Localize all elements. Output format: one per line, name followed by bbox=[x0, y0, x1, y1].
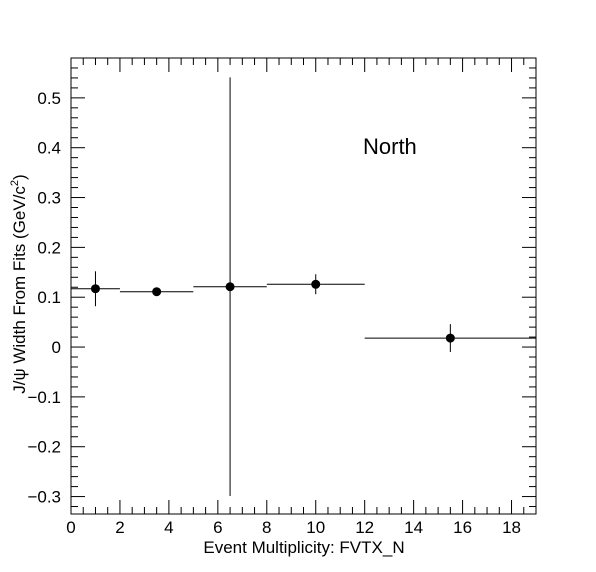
x-tick-label: 0 bbox=[66, 518, 75, 537]
x-tick-label: 14 bbox=[404, 518, 423, 537]
y-tick-label: 0.1 bbox=[37, 288, 61, 307]
data-point bbox=[119, 287, 194, 297]
y-tick-label: 0 bbox=[52, 338, 61, 357]
data-series bbox=[71, 77, 536, 497]
x-tick-label: 6 bbox=[213, 518, 222, 537]
plot-area: 0 2 4 6 8 10 12 14 16 18 −0.3 −0.2 −0.1 0 0.1 0.2 0.3 0.… bbox=[27, 57, 537, 537]
y-tick-label: −0.2 bbox=[27, 438, 61, 457]
y-axis-label-close: ) bbox=[10, 174, 29, 180]
y-axis-label-main: J/ψ Width From Fits (GeV/c bbox=[10, 186, 29, 394]
x-tick-label: 18 bbox=[502, 518, 521, 537]
y-tick-label: −0.1 bbox=[27, 388, 61, 407]
data-marker bbox=[152, 287, 162, 297]
x-tick-label: 16 bbox=[453, 518, 472, 537]
y-axis-label: J/ψ Width From Fits (GeV/c2) bbox=[9, 174, 29, 393]
x-axis: 0 2 4 6 8 10 12 14 16 18 bbox=[66, 58, 537, 537]
y-tick-label: 0.5 bbox=[37, 89, 61, 108]
data-marker bbox=[90, 284, 100, 294]
y-tick-label: 0.3 bbox=[37, 189, 61, 208]
x-tick-label: 2 bbox=[115, 518, 124, 537]
y-tick-label: 0.4 bbox=[37, 139, 61, 158]
y-axis: −0.3 −0.2 −0.1 0 0.1 0.2 0.3 0.4 0.5 bbox=[27, 57, 536, 508]
annotation-north: North bbox=[363, 134, 417, 159]
x-axis-label: Event Multiplicity: FVTX_N bbox=[203, 538, 404, 557]
plot-frame bbox=[70, 57, 537, 515]
data-point bbox=[266, 274, 365, 295]
data-marker bbox=[225, 282, 235, 292]
x-tick-label: 10 bbox=[306, 518, 325, 537]
x-tick-label: 8 bbox=[262, 518, 271, 537]
x-tick-label: 4 bbox=[164, 518, 173, 537]
data-point bbox=[193, 77, 267, 497]
y-axis-label-sup: 2 bbox=[9, 180, 21, 186]
data-marker bbox=[445, 333, 455, 343]
y-tick-label: −0.3 bbox=[27, 488, 61, 507]
x-tick-label: 12 bbox=[355, 518, 374, 537]
data-point bbox=[71, 271, 120, 307]
data-marker bbox=[311, 279, 321, 289]
y-tick-label: 0.2 bbox=[37, 238, 61, 257]
data-point bbox=[364, 324, 536, 353]
